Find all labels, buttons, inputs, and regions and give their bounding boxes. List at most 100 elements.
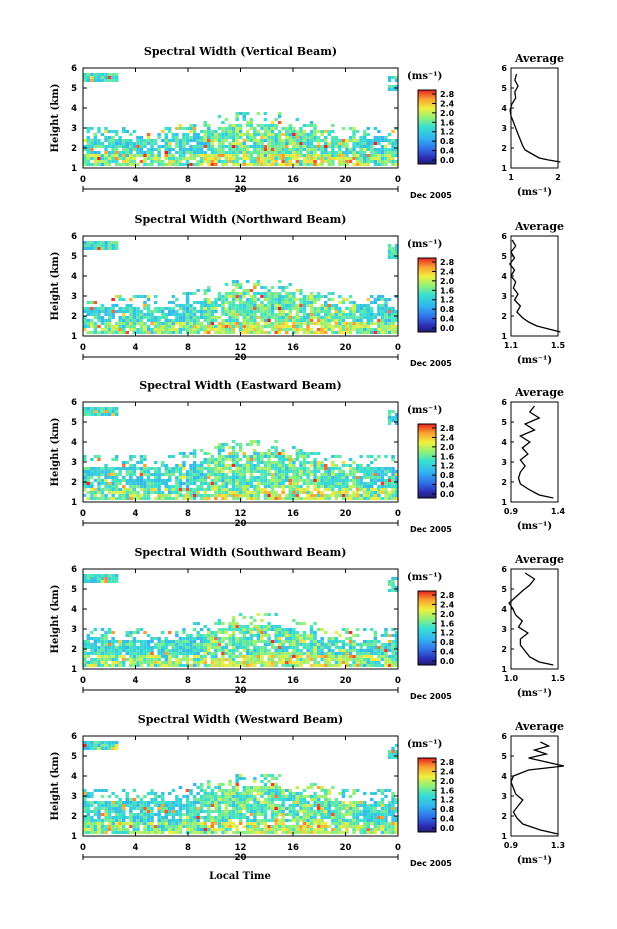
average-y-tick-label: 2	[501, 645, 507, 654]
y-tick-label: 2	[71, 312, 77, 322]
average-y-tick-label: 1	[501, 332, 507, 341]
y-tick-label: 4	[71, 104, 77, 114]
average-frame	[510, 235, 559, 337]
average-y-tick-label: 3	[501, 625, 507, 634]
y-tick-label: 6	[71, 232, 77, 242]
colorbar-tick-label: 2.0	[440, 777, 455, 786]
colorbar	[417, 757, 437, 833]
colorbar-tick-label: 1.2	[440, 296, 454, 305]
y-tick-label: 1	[71, 832, 77, 842]
y-tick-label: 3	[71, 458, 77, 468]
average-y-tick-label: 2	[501, 812, 507, 821]
average-x-label: (ms⁻¹)	[517, 355, 552, 366]
average-x-tick-label: 1.1	[504, 341, 519, 350]
date-label: Dec 2005	[410, 191, 452, 200]
colorbar-tick-label: 1.6	[440, 452, 455, 461]
average-y-tick-label: 3	[501, 292, 507, 301]
y-tick-label: 1	[71, 332, 77, 342]
colorbar-tick-label: 2.4	[440, 433, 455, 442]
average-y-tick-label: 5	[501, 585, 507, 594]
x-tick-label: 0	[80, 843, 86, 853]
x-tick-label: 12	[235, 175, 247, 185]
y-tick-label: 2	[71, 645, 77, 655]
colorbar-tick-label: 1.6	[440, 786, 455, 795]
x-tick-label: 12	[235, 509, 247, 519]
x-tick-label: 4	[133, 509, 139, 519]
average-y-tick-label: 1	[501, 498, 507, 507]
x-tick-label: 20	[340, 676, 352, 686]
colorbar-tick-label: 0.8	[440, 805, 455, 814]
y-tick-label: 1	[71, 498, 77, 508]
colorbar-tick-label: 2.8	[440, 424, 455, 433]
date-marker: 20	[235, 853, 247, 863]
average-profile-line	[508, 572, 554, 666]
average-y-tick-label: 3	[501, 124, 507, 133]
colorbar-tick-label: 2.8	[440, 90, 455, 99]
average-frame	[510, 401, 559, 503]
colorbar	[417, 89, 437, 165]
colorbar	[417, 423, 437, 499]
y-tick-label: 2	[71, 812, 77, 822]
colorbar-tick-label: 0.8	[440, 638, 455, 647]
y-axis-label: Height (km)	[50, 752, 61, 821]
average-x-tick-label: 0.9	[504, 841, 519, 850]
average-y-tick-label: 4	[501, 772, 507, 781]
x-tick-label: 20	[340, 175, 352, 185]
x-tick-label: 12	[235, 676, 247, 686]
x-tick-label: 4	[133, 676, 139, 686]
y-tick-label: 1	[71, 164, 77, 174]
colorbar-tick-label: 0.0	[440, 324, 455, 333]
x-tick-label: 16	[287, 175, 299, 185]
average-y-tick-label: 3	[501, 792, 507, 801]
date-marker: 20	[235, 519, 247, 529]
x-tick-label: 8	[185, 676, 191, 686]
average-x-tick-label: 1.4	[551, 507, 566, 516]
colorbar-tick-label: 0.0	[440, 824, 455, 833]
average-y-tick-label: 4	[501, 605, 507, 614]
average-x-tick-label: 2	[555, 173, 561, 182]
average-frame	[510, 67, 559, 169]
colorbar	[417, 257, 437, 333]
average-y-tick-label: 5	[501, 84, 507, 93]
x-tick-label: 0	[80, 509, 86, 519]
average-y-tick-label: 1	[501, 665, 507, 674]
x-tick-label: 12	[235, 843, 247, 853]
panel-title: Spectral Width (Northward Beam)	[135, 213, 347, 226]
panel-title: Spectral Width (Vertical Beam)	[144, 45, 337, 58]
colorbar-tick-label: 2.4	[440, 767, 455, 776]
colorbar-tick-label: 0.8	[440, 137, 455, 146]
average-x-label: (ms⁻¹)	[517, 688, 552, 699]
panel-1: Spectral Width (Vertical Beam)123456Heig…	[50, 45, 564, 200]
y-tick-label: 1	[71, 665, 77, 675]
average-y-tick-label: 4	[501, 104, 507, 113]
heatmap-cells	[83, 73, 399, 166]
average-y-tick-label: 2	[501, 478, 507, 487]
date-label: Dec 2005	[410, 359, 452, 368]
date-label: Dec 2005	[410, 692, 452, 701]
y-tick-label: 5	[71, 84, 77, 94]
x-tick-label: 4	[133, 843, 139, 853]
average-x-label: (ms⁻¹)	[517, 521, 552, 532]
y-tick-label: 4	[71, 438, 77, 448]
x-tick-label: 0	[395, 676, 401, 686]
y-tick-label: 3	[71, 124, 77, 134]
x-tick-label: 20	[340, 509, 352, 519]
colorbar-tick-label: 2.0	[440, 277, 455, 286]
average-y-tick-label: 2	[501, 144, 507, 153]
colorbar-unit: (ms⁻¹)	[407, 572, 442, 583]
average-y-tick-label: 6	[501, 232, 507, 241]
average-profile-line	[510, 741, 565, 835]
colorbar-tick-label: 1.6	[440, 118, 455, 127]
average-y-tick-label: 3	[501, 458, 507, 467]
y-tick-label: 6	[71, 398, 77, 408]
y-tick-label: 4	[71, 772, 77, 782]
colorbar-tick-label: 2.8	[440, 258, 455, 267]
colorbar-unit: (ms⁻¹)	[407, 71, 442, 82]
x-tick-label: 0	[395, 843, 401, 853]
y-axis-label: Height (km)	[50, 252, 61, 321]
date-marker: 20	[235, 185, 247, 195]
average-title: Average	[514, 220, 564, 233]
y-axis-label: Height (km)	[50, 585, 61, 654]
y-tick-label: 5	[71, 752, 77, 762]
